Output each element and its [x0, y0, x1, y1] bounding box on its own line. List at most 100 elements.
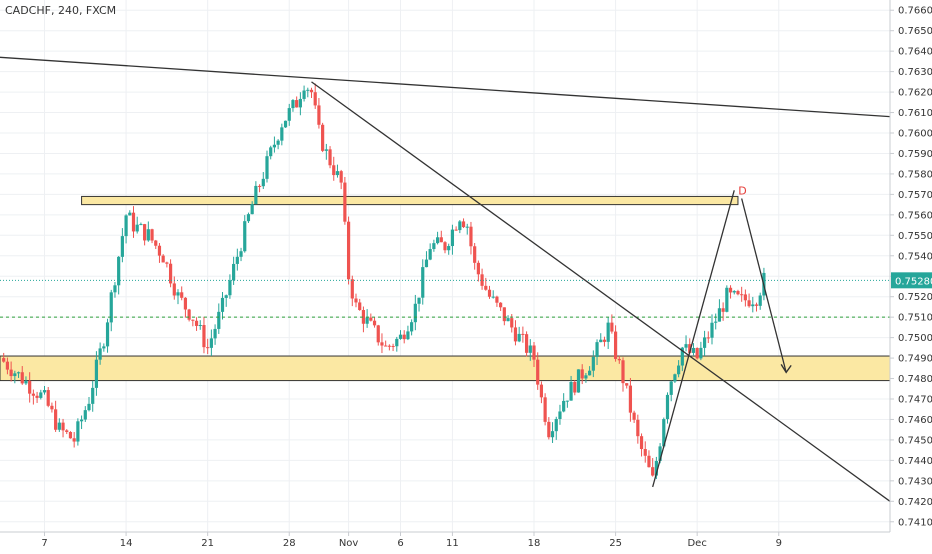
candle-body: [550, 431, 555, 438]
x-tick-label: 9: [776, 538, 782, 549]
candle-body: [702, 337, 707, 348]
candle-body: [328, 149, 332, 166]
candle-body: [39, 392, 43, 398]
candle-body: [539, 384, 544, 398]
candle-body: [736, 291, 740, 295]
candle-body: [183, 297, 188, 310]
candle-body: [562, 400, 566, 412]
candle-body: [617, 358, 621, 361]
symbol-title: CADCHF, 240, FXCM: [5, 4, 117, 17]
candle-body: [113, 285, 117, 293]
candle-body: [461, 221, 466, 228]
candle-body: [283, 120, 288, 128]
trendline-1: [0, 56, 891, 118]
candle-body: [257, 185, 262, 187]
x-tick-label: 25: [609, 538, 622, 549]
resistance-zone: [81, 195, 739, 206]
candle-body: [76, 421, 80, 442]
candle-body: [428, 249, 432, 260]
candle-body: [276, 140, 280, 145]
candle-body: [16, 372, 21, 374]
candle-body: [232, 263, 236, 281]
candle-body: [417, 297, 421, 304]
candle-body: [295, 100, 299, 108]
last-price-badge: [891, 272, 932, 289]
candle-body: [532, 345, 536, 360]
candle-body: [306, 89, 310, 91]
candle-body: [595, 342, 599, 357]
candle-body: [5, 361, 10, 370]
candle-body: [643, 449, 647, 456]
y-tick-label: 0.76600: [898, 6, 932, 17]
candle-body: [636, 419, 640, 437]
axes: [0, 0, 891, 533]
support-zone: [0, 355, 891, 382]
candle-body: [573, 381, 577, 393]
candle-body: [246, 214, 251, 222]
candle-body: [154, 240, 158, 246]
candle-body: [94, 359, 99, 388]
candle-body: [117, 256, 121, 286]
candle-body: [269, 147, 273, 157]
candles: [2, 83, 766, 480]
candle-body: [684, 344, 688, 348]
candle-body: [372, 320, 377, 326]
candle-body: [87, 403, 91, 411]
candle-body: [91, 387, 95, 404]
candle-body: [65, 430, 69, 432]
candle-body: [380, 342, 384, 346]
candle-body: [387, 345, 391, 347]
candle-body: [484, 285, 488, 290]
candle-body: [335, 171, 340, 176]
candle-body: [302, 90, 306, 99]
candle-body: [536, 359, 540, 385]
candle-body: [298, 98, 302, 108]
candle-body: [384, 345, 388, 347]
candle-body: [476, 262, 480, 275]
candle-body: [651, 467, 655, 476]
candle-body: [391, 345, 395, 347]
candle-body: [543, 397, 547, 422]
candle-body: [83, 410, 87, 420]
candle-body: [191, 319, 195, 321]
candle-body: [150, 229, 154, 241]
candle-body: [706, 337, 710, 339]
candle-body: [157, 245, 162, 256]
candle-body: [658, 446, 662, 461]
candle-body: [369, 317, 373, 321]
candle-body: [725, 287, 729, 312]
candle-body: [176, 292, 180, 296]
candle-body: [332, 165, 336, 176]
zones: [0, 195, 891, 382]
candle-body: [395, 338, 399, 347]
candle-body: [146, 229, 150, 241]
candle-body: [565, 400, 569, 402]
candle-body: [639, 436, 644, 450]
candle-body: [135, 224, 139, 232]
candle-body: [217, 311, 221, 329]
candle-body: [524, 334, 529, 353]
candle-body: [662, 419, 666, 447]
candle-body: [20, 372, 24, 384]
candle-body: [647, 455, 651, 468]
trendline-3: [652, 190, 735, 488]
candle-body: [410, 322, 414, 332]
candle-body: [46, 390, 50, 406]
candle-body: [654, 460, 658, 476]
candle-body: [224, 295, 228, 298]
candle-body: [691, 347, 696, 353]
candle-body: [473, 246, 477, 263]
candle-body: [124, 215, 128, 237]
candle-body: [243, 221, 247, 252]
